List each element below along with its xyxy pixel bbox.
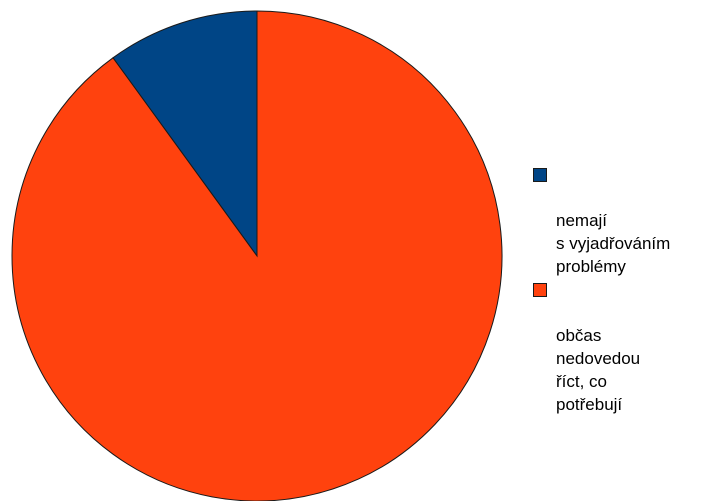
pie-slice-nemaji (112, 10, 258, 258)
legend-item-nemaji: nemají s vyjadřováním problémy (533, 163, 705, 278)
legend-label-obcas: občas nedovedou říct, co potřebují (556, 326, 641, 414)
pie-slices (11, 10, 503, 501)
pie-slice-obcas (11, 10, 503, 501)
legend-swatch-nemaji (533, 168, 547, 182)
legend-item-obcas: občas nedovedou říct, co potřebují (533, 278, 705, 416)
legend: nemají s vyjadřováním problémy občas ned… (533, 163, 705, 416)
legend-swatch-obcas (533, 283, 547, 297)
legend-label-nemaji: nemají s vyjadřováním problémy (556, 211, 671, 276)
